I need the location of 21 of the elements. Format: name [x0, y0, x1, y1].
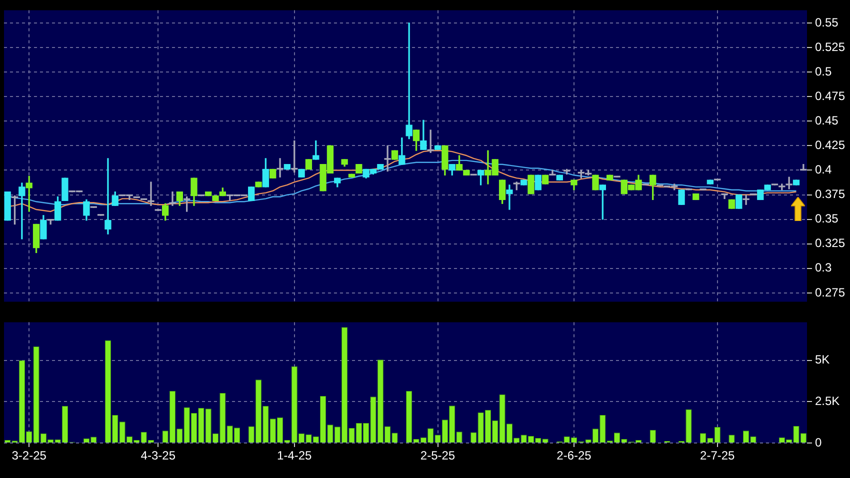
y-tick-label: 2.5K: [815, 394, 840, 408]
y-tick-label: 0.55: [815, 15, 839, 30]
y-tick-label: 0.45: [815, 113, 839, 128]
y-tick-label: 0.5: [815, 64, 832, 78]
y-tick-label: 0: [815, 435, 822, 450]
y-tick-label: 0.35: [815, 212, 839, 226]
x-tick-label: 2-5-25: [420, 448, 456, 463]
y-tick-label: 0.325: [815, 236, 846, 250]
x-tick-label: 3-2-25: [12, 448, 47, 463]
y-tick-label: 0.4: [815, 162, 832, 177]
y-tick-label: 0.375: [815, 187, 846, 202]
y-tick-label: 0.275: [815, 285, 846, 300]
y-tick-label: 0.475: [815, 88, 846, 103]
x-tick-label: 1-4-25: [277, 448, 312, 463]
y-tick-label: 0.425: [815, 138, 846, 152]
x-tick-label: 2-7-25: [700, 448, 736, 463]
y-tick-label: 0.3: [815, 260, 832, 275]
x-tick-label: 4-3-25: [140, 448, 176, 463]
y-tick-label: 5K: [815, 352, 830, 367]
x-tick-label: 2-6-25: [556, 448, 592, 463]
y-tick-label: 0.525: [815, 40, 846, 54]
